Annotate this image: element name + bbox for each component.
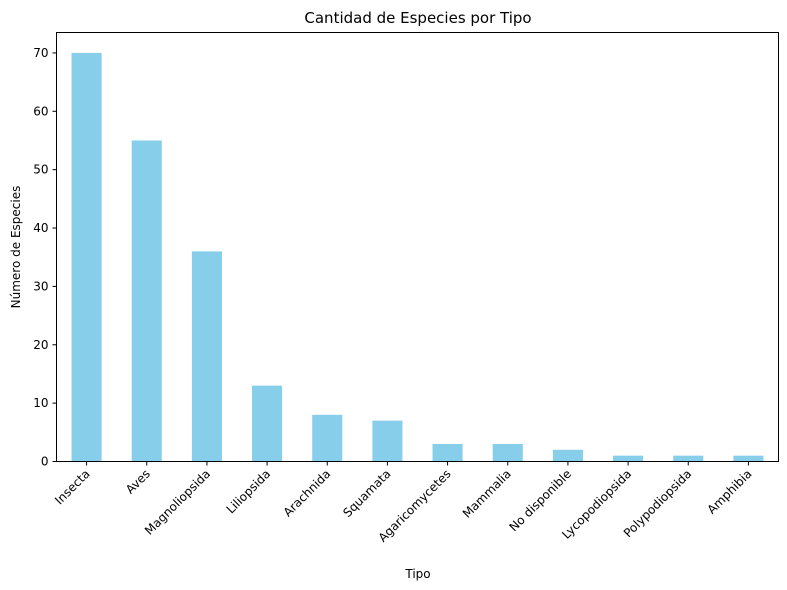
x-tick-label: Magnoliopsida <box>142 467 213 538</box>
bar-lycopodiopsida <box>613 455 644 462</box>
y-tick-label: 0 <box>41 455 49 469</box>
bar-liliopsida <box>252 385 283 462</box>
bar-insecta <box>71 52 102 462</box>
plot-frame <box>56 32 779 462</box>
y-axis-label: Número de Especies <box>9 186 23 309</box>
y-tick-label: 20 <box>33 338 48 352</box>
bar-no-disponible <box>552 449 583 462</box>
y-tick-label: 40 <box>33 221 48 235</box>
x-tick-label: Liliopsida <box>224 467 274 517</box>
bar-arachnida <box>312 414 343 462</box>
y-tick-label: 60 <box>33 104 48 118</box>
x-tick-label: Aves <box>123 467 153 497</box>
x-tick-label: Amphibia <box>704 467 754 517</box>
x-tick-label: No disponible <box>506 467 574 535</box>
y-tick-label: 10 <box>33 396 48 410</box>
x-tick-label: Squamata <box>340 467 393 520</box>
x-tick-label: Insecta <box>52 467 93 508</box>
x-axis-label: Tipo <box>404 567 430 581</box>
y-tick-label: 70 <box>33 46 48 60</box>
bar-agaricomycetes <box>432 443 463 462</box>
bars-layer <box>71 52 764 462</box>
bar-squamata <box>372 420 403 462</box>
x-tick-label: Mammalia <box>460 467 514 521</box>
x-tick-label: Arachnida <box>281 467 334 520</box>
bar-aves <box>131 140 162 462</box>
bar-mammalia <box>492 443 523 462</box>
y-axis: 0 10 20 30 40 50 60 70 <box>33 46 57 469</box>
bar-polypodiopsida <box>673 455 704 462</box>
y-tick-label: 50 <box>33 163 48 177</box>
chart-title: Cantidad de Especies por Tipo <box>304 9 531 27</box>
bar-amphibia <box>733 455 764 462</box>
bar-magnoliopsida <box>191 251 222 462</box>
y-tick-label: 30 <box>33 279 48 293</box>
